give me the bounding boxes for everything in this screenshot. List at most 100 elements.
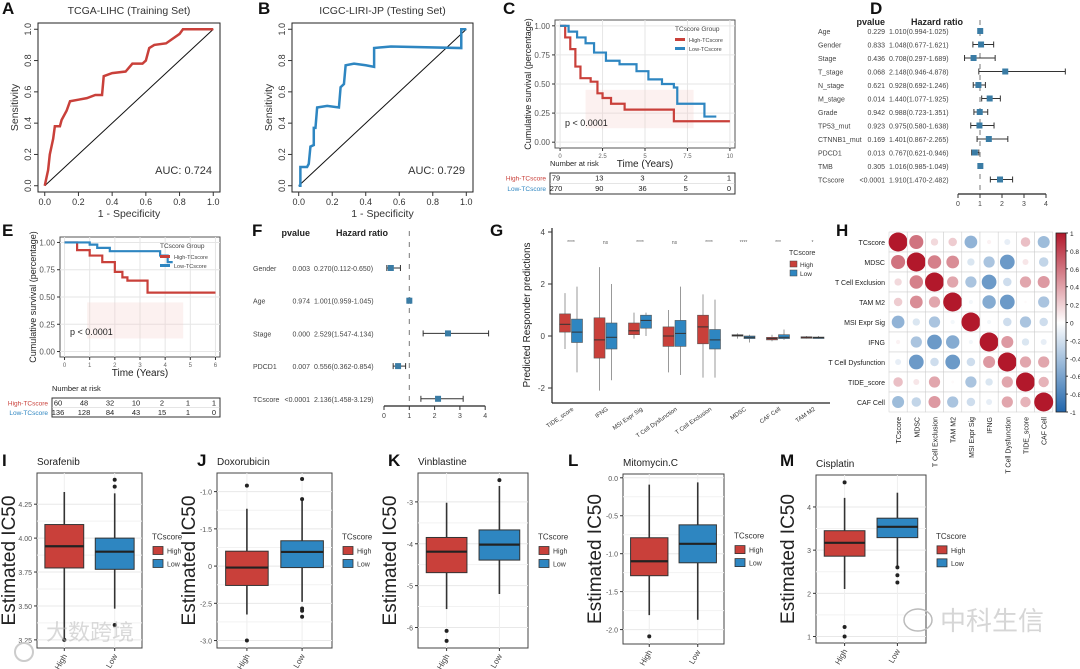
correlation-circle	[1001, 396, 1013, 408]
correlation-circle	[893, 297, 903, 307]
significance-label: ****	[636, 240, 644, 246]
panel-label-H: H	[836, 221, 848, 240]
y-tick-label: 2	[807, 591, 811, 598]
legend-swatch	[152, 559, 164, 568]
p-value: 0.169	[867, 137, 885, 144]
outlier-point	[62, 637, 67, 642]
x-tick-label: 0.4	[359, 197, 372, 207]
y-tick-label: 0.0	[608, 476, 618, 483]
correlation-circle	[909, 275, 924, 289]
correlation-circle	[895, 358, 902, 366]
p-value: 0.000	[292, 331, 310, 338]
x-axis-label: Time (Years)	[617, 159, 674, 170]
x-tick-label: 0.6	[393, 197, 406, 207]
box-low	[571, 318, 583, 343]
correlation-circle	[945, 335, 960, 349]
x-tick-label: 2	[1000, 201, 1004, 208]
hr-point	[387, 265, 394, 271]
correlation-circle	[895, 339, 901, 345]
y-tick-label: -2.5	[200, 601, 212, 608]
correlation-circle	[967, 258, 975, 266]
covariate-label: TCscore	[818, 178, 845, 185]
correlation-circle	[979, 332, 999, 352]
p-value: 0.436	[867, 56, 885, 63]
box-high	[662, 326, 675, 347]
watermark-right: 中科生信	[940, 606, 1044, 636]
x-tick-label: 4	[483, 413, 487, 420]
outlier-point	[497, 478, 502, 483]
correlation-circle	[893, 377, 903, 387]
y-tick-label: 3.50	[18, 604, 32, 611]
correlation-circle	[906, 252, 926, 272]
hazard-ratio-text: 1.401(0.867-2.265)	[889, 137, 949, 144]
column-label: T Cell Dysfunction	[1005, 417, 1012, 474]
survival-curve-high	[64, 241, 216, 294]
panel-label-I: I	[2, 451, 7, 470]
x-tick-label: 1.0	[460, 197, 473, 207]
colorbar-label: -0.8	[1070, 392, 1080, 399]
outlier-point	[895, 565, 900, 570]
hr-point	[435, 395, 442, 402]
correlation-circle	[965, 276, 977, 288]
correlation-circle	[925, 272, 944, 292]
colorbar-label: 1	[1070, 231, 1074, 238]
legend-swatch	[936, 545, 948, 555]
x-tick-label: 0	[956, 201, 960, 208]
correlation-circle	[986, 239, 992, 245]
x-tick-label: Low	[887, 647, 902, 664]
y-tick-label: 0.75	[534, 51, 550, 60]
box-high	[425, 536, 468, 574]
outlier-point	[444, 638, 449, 643]
roc-curve	[43, 28, 214, 187]
x-tick-label: IFNG	[594, 407, 609, 420]
covariate-label: Gender	[818, 43, 842, 50]
y-tick-label: 0.0	[23, 179, 33, 192]
x-tick-label: 10	[727, 154, 734, 160]
covariate-label: CTNNB1_mut	[818, 137, 862, 144]
correlation-circle	[1019, 316, 1032, 328]
panel-label-J: J	[197, 451, 206, 470]
colorbar-label: 0.8	[1070, 249, 1079, 256]
correlation-circle	[1003, 277, 1012, 287]
y-tick-label: 0.00	[39, 348, 55, 357]
colorbar-label: -0.2	[1070, 338, 1080, 345]
chart-title: TCGA-LIHC (Training Set)	[68, 5, 191, 17]
p-value: 0.229	[867, 29, 885, 36]
x-tick-label: Low	[687, 648, 702, 665]
x-tick-label: 3	[1022, 201, 1026, 208]
x-tick-label: 2.5	[598, 154, 607, 160]
box-high	[697, 314, 709, 345]
drug-title: Doxorubicin	[217, 457, 270, 468]
y-axis-label: Estimated IC50	[585, 494, 606, 624]
row-label: CAF Cell	[857, 400, 885, 407]
y-tick-label: -1.0	[606, 552, 618, 559]
x-tick-label: 1	[407, 413, 411, 420]
legend-label: Low	[800, 271, 812, 278]
outlier-point	[842, 634, 847, 639]
risk-row-label: Low-TCscore	[507, 186, 546, 193]
covariate-label: Age	[253, 299, 266, 306]
correlation-circle	[891, 254, 906, 270]
significance-label: *	[812, 240, 814, 246]
y-tick-label: 1.0	[277, 23, 287, 36]
chart-title: ICGC-LIRI-JP (Testing Set)	[319, 5, 445, 17]
significance-label: ****	[567, 240, 575, 246]
x-tick-label: 5	[189, 363, 193, 369]
roc-plot-frame	[291, 22, 474, 193]
correlation-circle	[909, 234, 924, 250]
colorbar	[1055, 232, 1067, 413]
correlation-circle	[1038, 257, 1049, 267]
x-tick-label: MDSC	[730, 406, 748, 421]
row-label: T Cell Exclusion	[835, 280, 885, 287]
survival-curve-high	[560, 24, 730, 123]
x-tick-label: 0.8	[427, 197, 440, 207]
x-tick-label: 0	[382, 413, 386, 420]
outlier-point	[300, 614, 305, 619]
y-tick-label: 0.2	[277, 148, 287, 161]
correlation-circle	[947, 396, 959, 408]
colorbar-label: -1	[1070, 410, 1076, 417]
risk-row-label: High-TCscore	[506, 176, 546, 183]
significance-label: ****	[705, 240, 713, 246]
colorbar-label: 0.6	[1070, 267, 1079, 274]
risk-table-title: Number at risk	[550, 159, 599, 168]
